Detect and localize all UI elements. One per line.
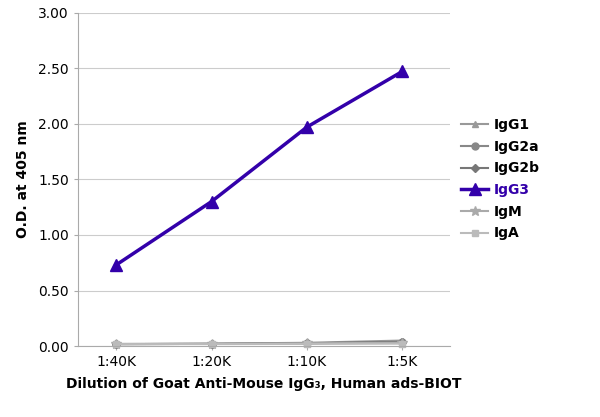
IgG3 bbox=[113, 262, 120, 267]
IgM bbox=[304, 341, 311, 346]
IgG2a bbox=[399, 339, 406, 344]
IgA bbox=[113, 342, 120, 347]
IgG1 bbox=[399, 338, 406, 343]
Line: IgG3: IgG3 bbox=[110, 66, 408, 271]
IgA bbox=[304, 342, 311, 347]
IgM bbox=[208, 342, 215, 347]
IgG3 bbox=[304, 125, 311, 130]
Legend: IgG1, IgG2a, IgG2b, IgG3, IgM, IgA: IgG1, IgG2a, IgG2b, IgG3, IgM, IgA bbox=[461, 118, 540, 241]
IgG1 bbox=[208, 341, 215, 346]
IgG2a bbox=[113, 342, 120, 347]
IgM bbox=[113, 342, 120, 347]
Line: IgG2a: IgG2a bbox=[113, 339, 406, 348]
Line: IgA: IgA bbox=[113, 341, 405, 347]
IgG2b bbox=[399, 339, 406, 344]
IgG1 bbox=[113, 342, 120, 347]
Line: IgG2b: IgG2b bbox=[113, 339, 405, 347]
IgA bbox=[399, 341, 406, 346]
IgM bbox=[399, 340, 406, 345]
IgA bbox=[208, 342, 215, 347]
Line: IgM: IgM bbox=[111, 338, 407, 349]
IgG2b bbox=[208, 342, 215, 347]
Line: IgG1: IgG1 bbox=[113, 337, 406, 347]
IgG2a bbox=[208, 342, 215, 347]
IgG3 bbox=[399, 69, 406, 74]
IgG2a bbox=[304, 341, 311, 346]
IgG3 bbox=[208, 199, 215, 204]
Y-axis label: O.D. at 405 nm: O.D. at 405 nm bbox=[16, 121, 30, 238]
X-axis label: Dilution of Goat Anti-Mouse IgG₃, Human ads-BIOT: Dilution of Goat Anti-Mouse IgG₃, Human … bbox=[66, 377, 462, 392]
IgG2b bbox=[113, 342, 120, 347]
IgG2b bbox=[304, 341, 311, 346]
IgG1 bbox=[304, 340, 311, 345]
